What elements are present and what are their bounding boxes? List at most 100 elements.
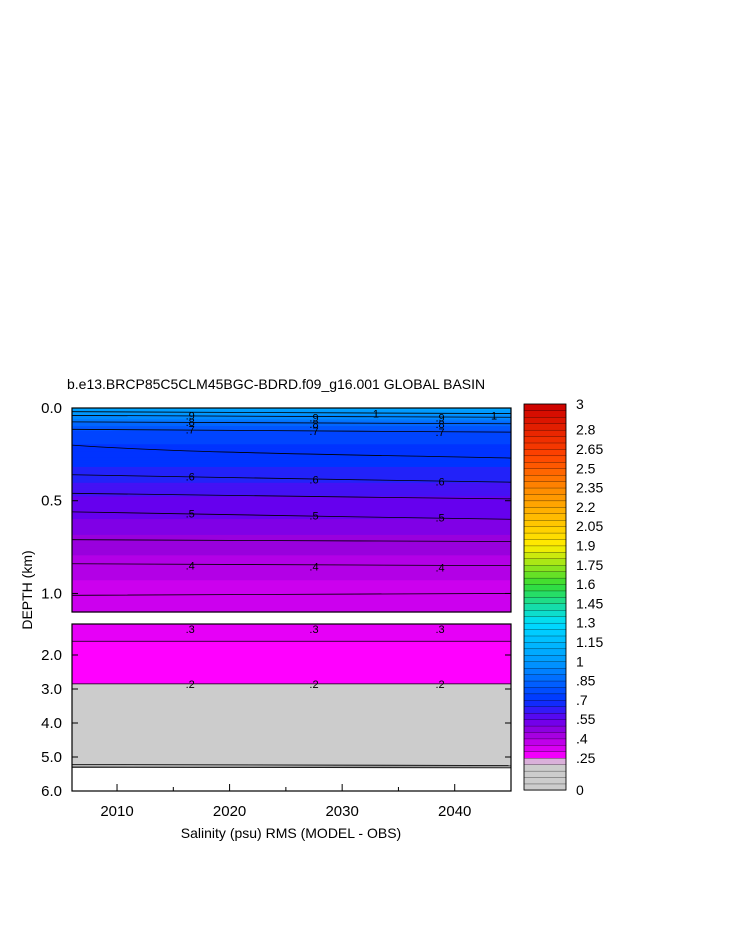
contour-label: .8 <box>186 417 195 429</box>
chart-title: b.e13.BRCP85C5CLM45BGC-BDRD.f09_g16.001 … <box>67 376 485 392</box>
colorbar-swatch <box>523 764 567 772</box>
contour-label: 1 <box>373 409 379 421</box>
contour-label: .4 <box>435 562 444 574</box>
colorbar-swatch <box>523 513 567 521</box>
colorbar-label: .55 <box>576 711 596 727</box>
colorbar-swatch <box>523 744 567 752</box>
colorbar-swatch <box>523 493 567 502</box>
colorbar-label: 2.5 <box>576 460 596 476</box>
colorbar-swatch <box>523 648 567 656</box>
colorbar-swatch <box>523 506 567 514</box>
colorbar-label: 2.35 <box>576 480 603 496</box>
y-tick-label: 6.0 <box>41 783 62 800</box>
colorbar-swatch <box>523 603 567 611</box>
colorbar-swatch <box>523 410 567 418</box>
contour-label: .5 <box>309 511 318 523</box>
colorbar-swatch <box>523 571 567 579</box>
colorbar-label: .7 <box>576 692 588 708</box>
colorbar-swatch <box>523 538 567 547</box>
colorbar-label: 1.6 <box>576 576 596 592</box>
colorbar-swatch <box>523 596 567 604</box>
colorbar-swatch <box>523 564 567 572</box>
contour-line <box>71 415 512 418</box>
colorbar-swatch <box>523 706 567 714</box>
contour-line <box>71 539 512 542</box>
colorbar-swatch <box>523 461 567 469</box>
contour-line <box>71 474 512 483</box>
colorbar-swatch <box>523 442 567 450</box>
colorbar-swatch <box>523 725 567 733</box>
colorbar-swatch <box>523 693 567 701</box>
colorbar-swatch <box>523 641 567 650</box>
colorbar-swatch <box>523 661 567 669</box>
colorbar-swatch <box>523 532 567 540</box>
y-tick-label: 0.0 <box>41 400 62 417</box>
colorbar-label: .4 <box>576 731 588 747</box>
contour-label: .5 <box>435 512 444 524</box>
contour-label: .9 <box>309 412 318 424</box>
contour-line <box>71 766 512 769</box>
colorbar-label: 2.8 <box>576 422 596 438</box>
lower-panel-frame <box>71 623 512 792</box>
y-axis-label: DEPTH (km) <box>19 550 35 629</box>
contour-label: .3 <box>309 624 318 636</box>
colorbar-swatch <box>523 519 567 527</box>
contour-label: .7 <box>309 426 318 438</box>
contour-label: 1 <box>491 410 497 422</box>
y-tick-label: 5.0 <box>41 749 62 766</box>
colorbar-label: 0 <box>576 782 584 798</box>
colorbar-swatch <box>523 429 567 437</box>
contour-line <box>71 411 512 414</box>
colorbar-swatch <box>523 654 567 662</box>
colorbar-label: 2.05 <box>576 518 603 534</box>
colorbar-swatch <box>523 468 567 476</box>
contour-label: .5 <box>186 509 195 521</box>
y-tick-label: 2.0 <box>41 647 62 664</box>
contour-label: .8 <box>309 419 318 431</box>
colorbar-swatch <box>523 757 567 765</box>
colorbar-swatch <box>523 776 567 785</box>
lower-depth-panel: 2.0 3.0 4.0 5.0 6.0 .3 .3 .3 .2 .2 .2 <box>41 623 512 800</box>
x-tick-label: 2040 <box>438 803 471 820</box>
contour-label: .6 <box>186 472 195 484</box>
y-tick-label: 1.0 <box>41 585 62 602</box>
contour-label: .6 <box>435 476 444 488</box>
colorbar-swatch <box>523 500 567 508</box>
contour-line <box>71 511 512 520</box>
colorbar-swatch <box>523 770 567 778</box>
colorbar-label: 2.65 <box>576 441 603 457</box>
contour-label: .2 <box>309 679 318 691</box>
x-axis-ticks: 2010 2020 2030 2040 <box>100 784 471 820</box>
colorbar-label: 1.3 <box>576 615 596 631</box>
colorbar: 0 .25 .4 .55 .7 .85 1 1.15 1.3 1.45 1.6 1.75 1.9 2.05… <box>523 396 603 798</box>
contour-line <box>71 492 512 500</box>
colorbar-label: 1.75 <box>576 557 603 573</box>
colorbar-swatch <box>523 667 567 675</box>
contour-label: .3 <box>186 624 195 636</box>
contour-label: .9 <box>435 412 444 424</box>
colorbar-label: .25 <box>576 750 596 766</box>
colorbar-swatch <box>523 436 567 444</box>
colorbar-swatch <box>523 577 567 585</box>
colorbar-label: 1.45 <box>576 595 603 611</box>
colorbar-label: .85 <box>576 673 596 689</box>
colorbar-swatch <box>523 751 567 759</box>
colorbar-swatch <box>523 783 567 791</box>
contour-line <box>71 428 512 433</box>
contour-label: .9 <box>186 410 195 422</box>
colorbar-swatch <box>523 738 567 746</box>
contour-line <box>71 563 512 567</box>
contour-line <box>71 421 512 425</box>
colorbar-label: 1.15 <box>576 634 603 650</box>
colorbar-label: 3 <box>576 396 584 412</box>
colorbar-swatch <box>523 448 567 457</box>
contour-label: .8 <box>435 419 444 431</box>
colorbar-swatch <box>523 423 567 431</box>
colorbar-swatch <box>523 616 567 624</box>
colorbar-swatch <box>523 629 567 637</box>
upper-panel-frame <box>71 407 512 613</box>
contour-label: .3 <box>435 624 444 636</box>
colorbar-swatch <box>523 551 567 559</box>
colorbar-swatch <box>523 545 567 553</box>
contour-line <box>71 593 512 596</box>
